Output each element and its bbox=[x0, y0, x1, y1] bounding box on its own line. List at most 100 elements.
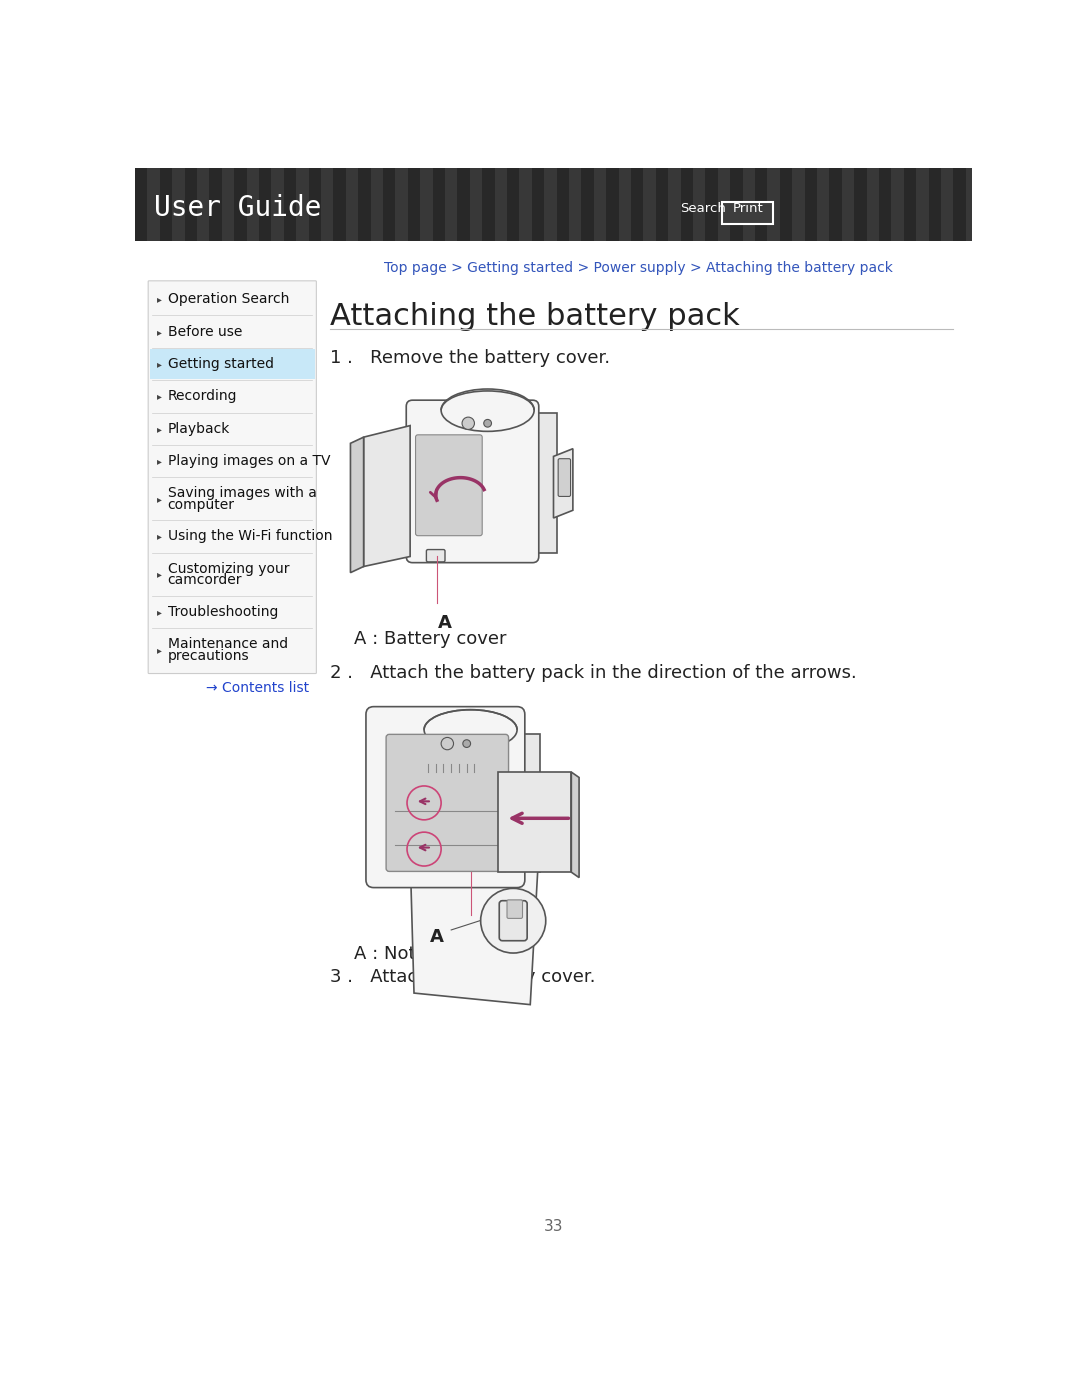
Text: precautions: precautions bbox=[167, 648, 249, 662]
Bar bbox=[941, 168, 954, 240]
Bar bbox=[768, 168, 780, 240]
Text: ▸: ▸ bbox=[157, 606, 162, 617]
Polygon shape bbox=[532, 412, 557, 553]
Bar bbox=[556, 168, 569, 240]
Bar bbox=[816, 168, 829, 240]
Text: ▸: ▸ bbox=[157, 569, 162, 580]
Text: ▸: ▸ bbox=[157, 493, 162, 504]
FancyBboxPatch shape bbox=[507, 900, 523, 918]
Bar bbox=[669, 168, 680, 240]
Text: computer: computer bbox=[167, 497, 234, 511]
Bar bbox=[531, 168, 544, 240]
FancyBboxPatch shape bbox=[406, 400, 539, 563]
Circle shape bbox=[462, 418, 474, 429]
Bar bbox=[246, 168, 259, 240]
Text: ▸: ▸ bbox=[157, 391, 162, 401]
Text: Print: Print bbox=[732, 201, 764, 215]
Text: A : Battery cover: A : Battery cover bbox=[353, 630, 507, 648]
Bar bbox=[271, 168, 284, 240]
Bar bbox=[718, 168, 730, 240]
Bar bbox=[359, 168, 370, 240]
Bar bbox=[954, 168, 966, 240]
Bar bbox=[321, 168, 334, 240]
Text: ▸: ▸ bbox=[157, 327, 162, 337]
Polygon shape bbox=[498, 773, 571, 872]
Bar bbox=[234, 168, 246, 240]
Bar bbox=[346, 168, 359, 240]
Text: A : Notch: A : Notch bbox=[353, 946, 436, 964]
Bar bbox=[644, 168, 656, 240]
Circle shape bbox=[481, 888, 545, 953]
Bar bbox=[929, 168, 941, 240]
Text: Attaching the battery pack: Attaching the battery pack bbox=[330, 302, 740, 331]
Circle shape bbox=[484, 419, 491, 427]
Polygon shape bbox=[410, 855, 538, 1004]
Bar bbox=[160, 168, 172, 240]
FancyBboxPatch shape bbox=[416, 434, 482, 535]
Text: Operation Search: Operation Search bbox=[167, 292, 289, 306]
Text: Using the Wi-Fi function: Using the Wi-Fi function bbox=[167, 529, 332, 543]
Bar bbox=[879, 168, 891, 240]
Bar bbox=[309, 168, 321, 240]
Text: Getting started: Getting started bbox=[167, 358, 273, 372]
Text: Playback: Playback bbox=[167, 422, 230, 436]
Bar bbox=[150, 349, 314, 380]
FancyBboxPatch shape bbox=[427, 549, 445, 562]
Bar bbox=[383, 168, 395, 240]
Bar bbox=[210, 168, 221, 240]
Circle shape bbox=[463, 740, 471, 747]
Text: → Contents list: → Contents list bbox=[206, 682, 309, 696]
Text: camcorder: camcorder bbox=[167, 573, 242, 587]
Text: ▸: ▸ bbox=[157, 359, 162, 369]
Bar bbox=[854, 168, 866, 240]
FancyBboxPatch shape bbox=[387, 735, 509, 872]
Text: Troubleshooting: Troubleshooting bbox=[167, 605, 278, 619]
Bar bbox=[793, 168, 805, 240]
Bar bbox=[841, 168, 854, 240]
Text: ▸: ▸ bbox=[157, 455, 162, 467]
Bar bbox=[147, 168, 160, 240]
Text: Saving images with a: Saving images with a bbox=[167, 486, 316, 500]
Bar bbox=[569, 168, 581, 240]
Bar bbox=[723, 203, 773, 224]
Text: Customizing your: Customizing your bbox=[167, 562, 289, 576]
Bar bbox=[966, 168, 978, 240]
Text: A: A bbox=[438, 615, 451, 633]
FancyBboxPatch shape bbox=[499, 901, 527, 940]
Bar bbox=[296, 168, 309, 240]
Text: A: A bbox=[430, 929, 444, 946]
Bar bbox=[458, 168, 470, 240]
Bar bbox=[743, 168, 755, 240]
Bar bbox=[904, 168, 916, 240]
Polygon shape bbox=[554, 448, 572, 518]
Text: ▸: ▸ bbox=[157, 531, 162, 542]
Bar bbox=[619, 168, 631, 240]
FancyBboxPatch shape bbox=[558, 458, 570, 496]
Polygon shape bbox=[424, 729, 517, 757]
Ellipse shape bbox=[424, 710, 517, 750]
Text: ▸: ▸ bbox=[157, 644, 162, 655]
FancyBboxPatch shape bbox=[366, 707, 525, 887]
Bar bbox=[259, 168, 271, 240]
Text: 1 .   Remove the battery cover.: 1 . Remove the battery cover. bbox=[330, 349, 610, 366]
Bar bbox=[680, 168, 693, 240]
Bar bbox=[866, 168, 879, 240]
Bar bbox=[606, 168, 619, 240]
Text: Top page > Getting started > Power supply > Attaching the battery pack: Top page > Getting started > Power suppl… bbox=[384, 261, 893, 275]
Bar bbox=[829, 168, 841, 240]
Bar bbox=[693, 168, 705, 240]
Bar bbox=[544, 168, 556, 240]
Bar bbox=[495, 168, 507, 240]
Bar bbox=[172, 168, 185, 240]
Bar bbox=[581, 168, 594, 240]
Bar bbox=[284, 168, 296, 240]
Bar bbox=[631, 168, 644, 240]
FancyBboxPatch shape bbox=[148, 281, 316, 673]
Text: Search: Search bbox=[680, 201, 726, 215]
Bar bbox=[916, 168, 929, 240]
Bar bbox=[507, 168, 519, 240]
Bar bbox=[656, 168, 669, 240]
Circle shape bbox=[441, 738, 454, 750]
Polygon shape bbox=[517, 733, 540, 872]
Text: ▸: ▸ bbox=[157, 423, 162, 433]
